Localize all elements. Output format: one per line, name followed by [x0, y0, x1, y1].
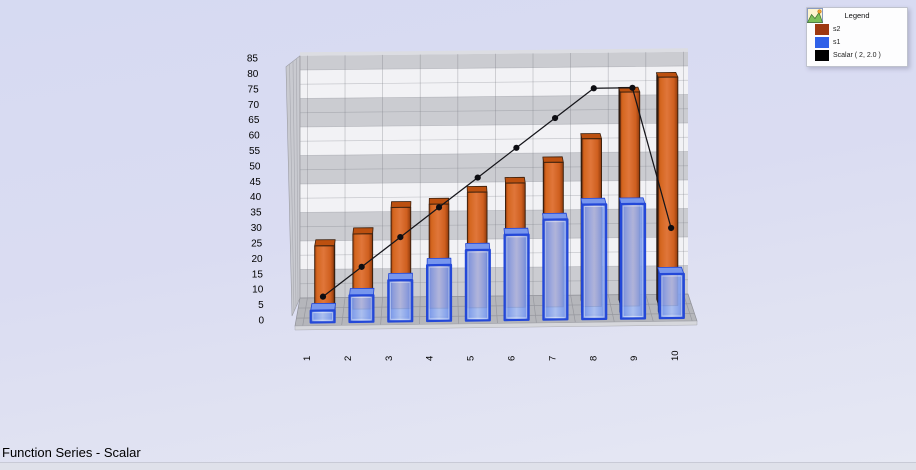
legend: Legend s2 s1 Scalar ( 2, 2.0 )	[806, 7, 908, 67]
legend-label: Scalar ( 2, 2.0 )	[833, 52, 881, 59]
svg-text:5: 5	[258, 300, 264, 311]
legend-item: s1	[807, 8, 907, 49]
svg-text:15: 15	[252, 269, 264, 280]
legend-label: s1	[833, 39, 841, 46]
bars-s1	[309, 197, 685, 324]
legend-item: s2	[807, 8, 907, 36]
svg-text:5: 5	[466, 356, 477, 361]
svg-text:75: 75	[248, 84, 260, 95]
svg-text:25: 25	[251, 238, 263, 249]
svg-text:45: 45	[250, 177, 262, 188]
svg-text:0: 0	[258, 316, 264, 327]
svg-text:35: 35	[250, 208, 262, 219]
svg-text:1: 1	[302, 356, 313, 361]
svg-text:10: 10	[670, 350, 681, 361]
svg-text:40: 40	[250, 192, 262, 203]
legend-item: Scalar ( 2, 2.0 )	[807, 8, 907, 62]
svg-text:4: 4	[425, 356, 436, 361]
legend-label: s2	[833, 26, 841, 33]
legend-items: s2 s1 Scalar ( 2, 2.0 )	[807, 8, 907, 62]
chart-title: Function Series - Scalar	[2, 445, 141, 460]
svg-text:70: 70	[248, 100, 260, 111]
svg-text:80: 80	[247, 69, 259, 80]
svg-text:60: 60	[249, 131, 261, 142]
legend-title: Legend	[844, 11, 870, 20]
legend-swatch	[815, 50, 829, 61]
svg-text:2: 2	[343, 356, 354, 361]
svg-text:8: 8	[588, 356, 599, 361]
svg-text:10: 10	[252, 285, 264, 296]
footer-strip	[0, 462, 916, 470]
x-axis-labels: 1 2 3 4 5 6 7 8 9 10	[302, 350, 681, 361]
svg-text:9: 9	[629, 356, 640, 361]
svg-text:65: 65	[248, 115, 260, 126]
scalar-line	[319, 84, 675, 300]
svg-text:85: 85	[247, 54, 259, 65]
svg-text:55: 55	[249, 146, 261, 157]
svg-text:50: 50	[249, 161, 261, 172]
svg-text:7: 7	[547, 356, 558, 361]
y-axis-labels: 0 5 10 15 20 25 30 35 40 45 50 55 60 65 70 75 80 85	[247, 54, 265, 327]
svg-text:3: 3	[384, 356, 395, 361]
svg-text:30: 30	[251, 223, 263, 234]
svg-text:6: 6	[507, 356, 518, 361]
legend-swatch	[815, 24, 829, 35]
legend-swatch	[815, 37, 829, 48]
svg-text:20: 20	[251, 254, 263, 265]
